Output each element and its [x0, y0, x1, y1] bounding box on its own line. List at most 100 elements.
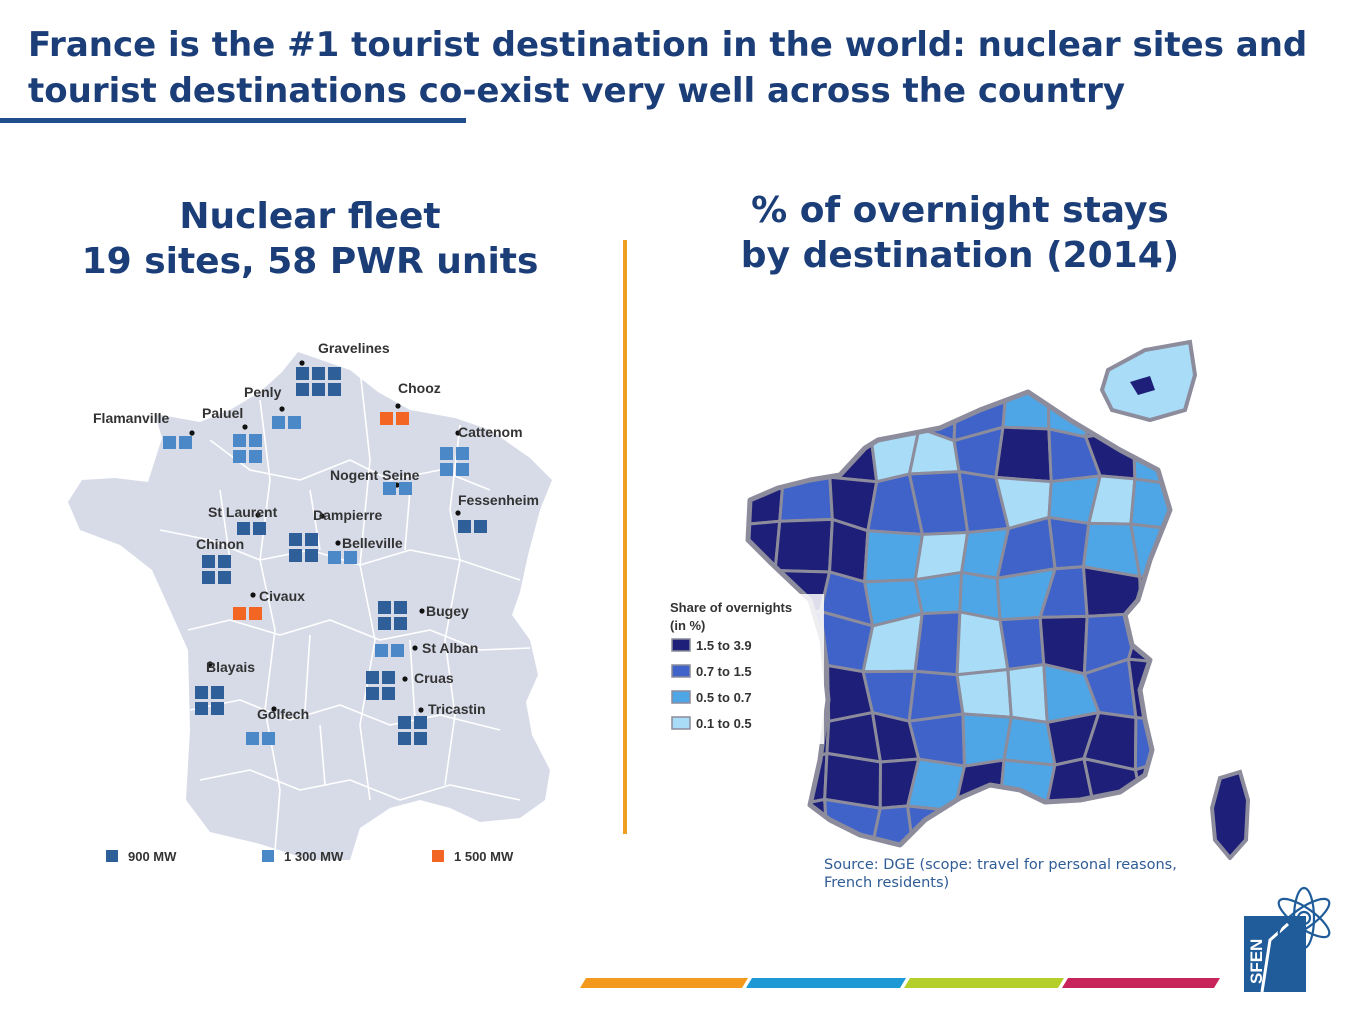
department — [994, 425, 1053, 484]
department — [748, 472, 785, 527]
legend-label: 0.1 to 0.5 — [696, 716, 752, 731]
nuclear-heading-line-1: Nuclear fleet — [179, 196, 441, 237]
reactor-unit — [383, 482, 396, 495]
nuclear-map-svg: Gravelines Penly Chooz Flamanville Paluel Cat… — [68, 340, 552, 864]
logo-figure — [1260, 922, 1289, 993]
department — [1126, 609, 1170, 665]
reactor-unit — [249, 607, 262, 620]
reactor-unit — [233, 607, 246, 620]
site-gravelines: Gravelines — [296, 340, 390, 396]
france-outline — [745, 389, 1173, 848]
department — [913, 610, 962, 677]
site-dot — [271, 706, 277, 712]
reactor-unit — [296, 367, 309, 380]
reactor-unit — [378, 601, 391, 614]
nuclear-legend: 900 MW 1 300 MW 1 500 MW — [106, 849, 514, 864]
site-label: Civaux — [259, 588, 305, 604]
site-label: Paluel — [202, 405, 243, 421]
site-label: St Laurent — [208, 504, 278, 520]
reactor-unit — [211, 702, 224, 715]
paris-core — [1130, 376, 1155, 395]
legend-swatch — [671, 690, 691, 704]
reactor-unit — [394, 601, 407, 614]
overnight-legend: Share of overnights (in %) 1.5 to 3.9 0.7… — [666, 594, 824, 744]
department — [748, 429, 785, 488]
site-dot — [395, 403, 401, 409]
site-blayais: Blayais — [195, 659, 255, 715]
reactor-unit — [262, 732, 275, 745]
site-label: Penly — [244, 384, 282, 400]
reactor-unit — [249, 450, 262, 463]
legend-background — [666, 594, 824, 744]
site-dot — [279, 406, 285, 412]
site-label: Chinon — [196, 536, 244, 552]
department — [998, 615, 1046, 672]
department — [1042, 804, 1096, 845]
reactor-unit — [414, 716, 427, 729]
department — [913, 570, 964, 616]
reactor-unit — [328, 551, 341, 564]
department — [775, 392, 838, 433]
legend-swatch — [106, 850, 118, 862]
reactor-unit — [202, 555, 215, 568]
legend-item-0-7-to-1-5: 0.7 to 1.5 — [671, 664, 752, 679]
nuclear-sites-map: Gravelines Penly Chooz Flamanville Paluel Cat… — [60, 330, 580, 880]
paris-inset — [1099, 339, 1198, 423]
department — [997, 810, 1057, 845]
source-note: Source: DGE (scope: travel for personal … — [824, 857, 1177, 891]
reactor-unit — [380, 412, 393, 425]
reactor-unit — [394, 617, 407, 630]
site-cattenom: Cattenom — [440, 424, 523, 476]
reactor-unit — [366, 671, 379, 684]
footer-bar-magenta — [1062, 978, 1220, 988]
overnight-stays-heading: % of overnight stays by destination (201… — [700, 188, 1220, 278]
department — [955, 668, 1013, 719]
legend-title-line-2: (in %) — [670, 618, 705, 633]
overnight-heading-line-2: by destination (2014) — [740, 235, 1180, 276]
reactor-unit — [305, 533, 318, 546]
department — [862, 392, 921, 435]
overnight-heading-line-1: % of overnight stays — [751, 190, 1169, 231]
department — [1133, 716, 1170, 772]
reactor-unit — [398, 716, 411, 729]
nuclear-fleet-heading: Nuclear fleet 19 sites, 58 PWR units — [60, 194, 560, 284]
legend-swatch — [262, 850, 274, 862]
panel-divider — [623, 240, 627, 834]
legend-item-0-1-to-0-5: 0.1 to 0.5 — [671, 716, 752, 731]
legend-swatch — [432, 850, 444, 862]
site-dot — [419, 608, 425, 614]
reactor-unit — [398, 732, 411, 745]
site-st-laurent: St Laurent — [208, 504, 278, 535]
site-label: Belleville — [342, 535, 403, 551]
nuclear-sites-layer: Gravelines Penly Chooz Flamanville Paluel Cat… — [93, 340, 539, 745]
site-label: Golfech — [257, 706, 309, 722]
legend-swatch — [671, 716, 691, 730]
site-dot — [402, 676, 408, 682]
reactor-unit — [163, 436, 176, 449]
reactor-unit — [474, 520, 487, 533]
reactor-unit — [312, 383, 325, 396]
site-bugey: Bugey — [378, 601, 469, 630]
legend-label: 1 300 MW — [284, 849, 344, 864]
site-paluel: Paluel — [202, 405, 262, 463]
reactor-unit — [289, 533, 302, 546]
site-label: Gravelines — [318, 340, 390, 356]
overnight-stays-map: Share of overnights (in %) 1.5 to 3.9 0.7… — [650, 300, 1290, 862]
reactor-unit — [233, 450, 246, 463]
department — [1129, 477, 1170, 532]
site-nogent-seine: Nogent Seine — [330, 467, 420, 495]
reactor-unit — [399, 482, 412, 495]
reactor-unit — [296, 383, 309, 396]
reactor-unit — [375, 644, 388, 657]
corsica — [1209, 769, 1251, 862]
department — [825, 392, 873, 435]
footer-bar-orange — [580, 978, 748, 988]
site-dot — [455, 510, 461, 516]
site-dot — [455, 430, 461, 436]
france-outline — [68, 352, 552, 860]
legend-item-900-mw: 900 MW — [106, 849, 177, 864]
site-label: Tricastin — [428, 701, 486, 717]
reactor-unit — [272, 416, 285, 429]
department — [823, 797, 882, 845]
site-dot — [335, 540, 341, 546]
